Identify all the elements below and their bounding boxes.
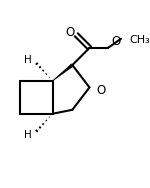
Text: O: O <box>65 26 74 39</box>
Text: O: O <box>111 35 120 48</box>
Polygon shape <box>53 64 73 81</box>
Text: H: H <box>24 130 32 140</box>
Text: CH₃: CH₃ <box>129 35 150 45</box>
Text: H: H <box>24 55 32 65</box>
Text: O: O <box>96 83 105 97</box>
